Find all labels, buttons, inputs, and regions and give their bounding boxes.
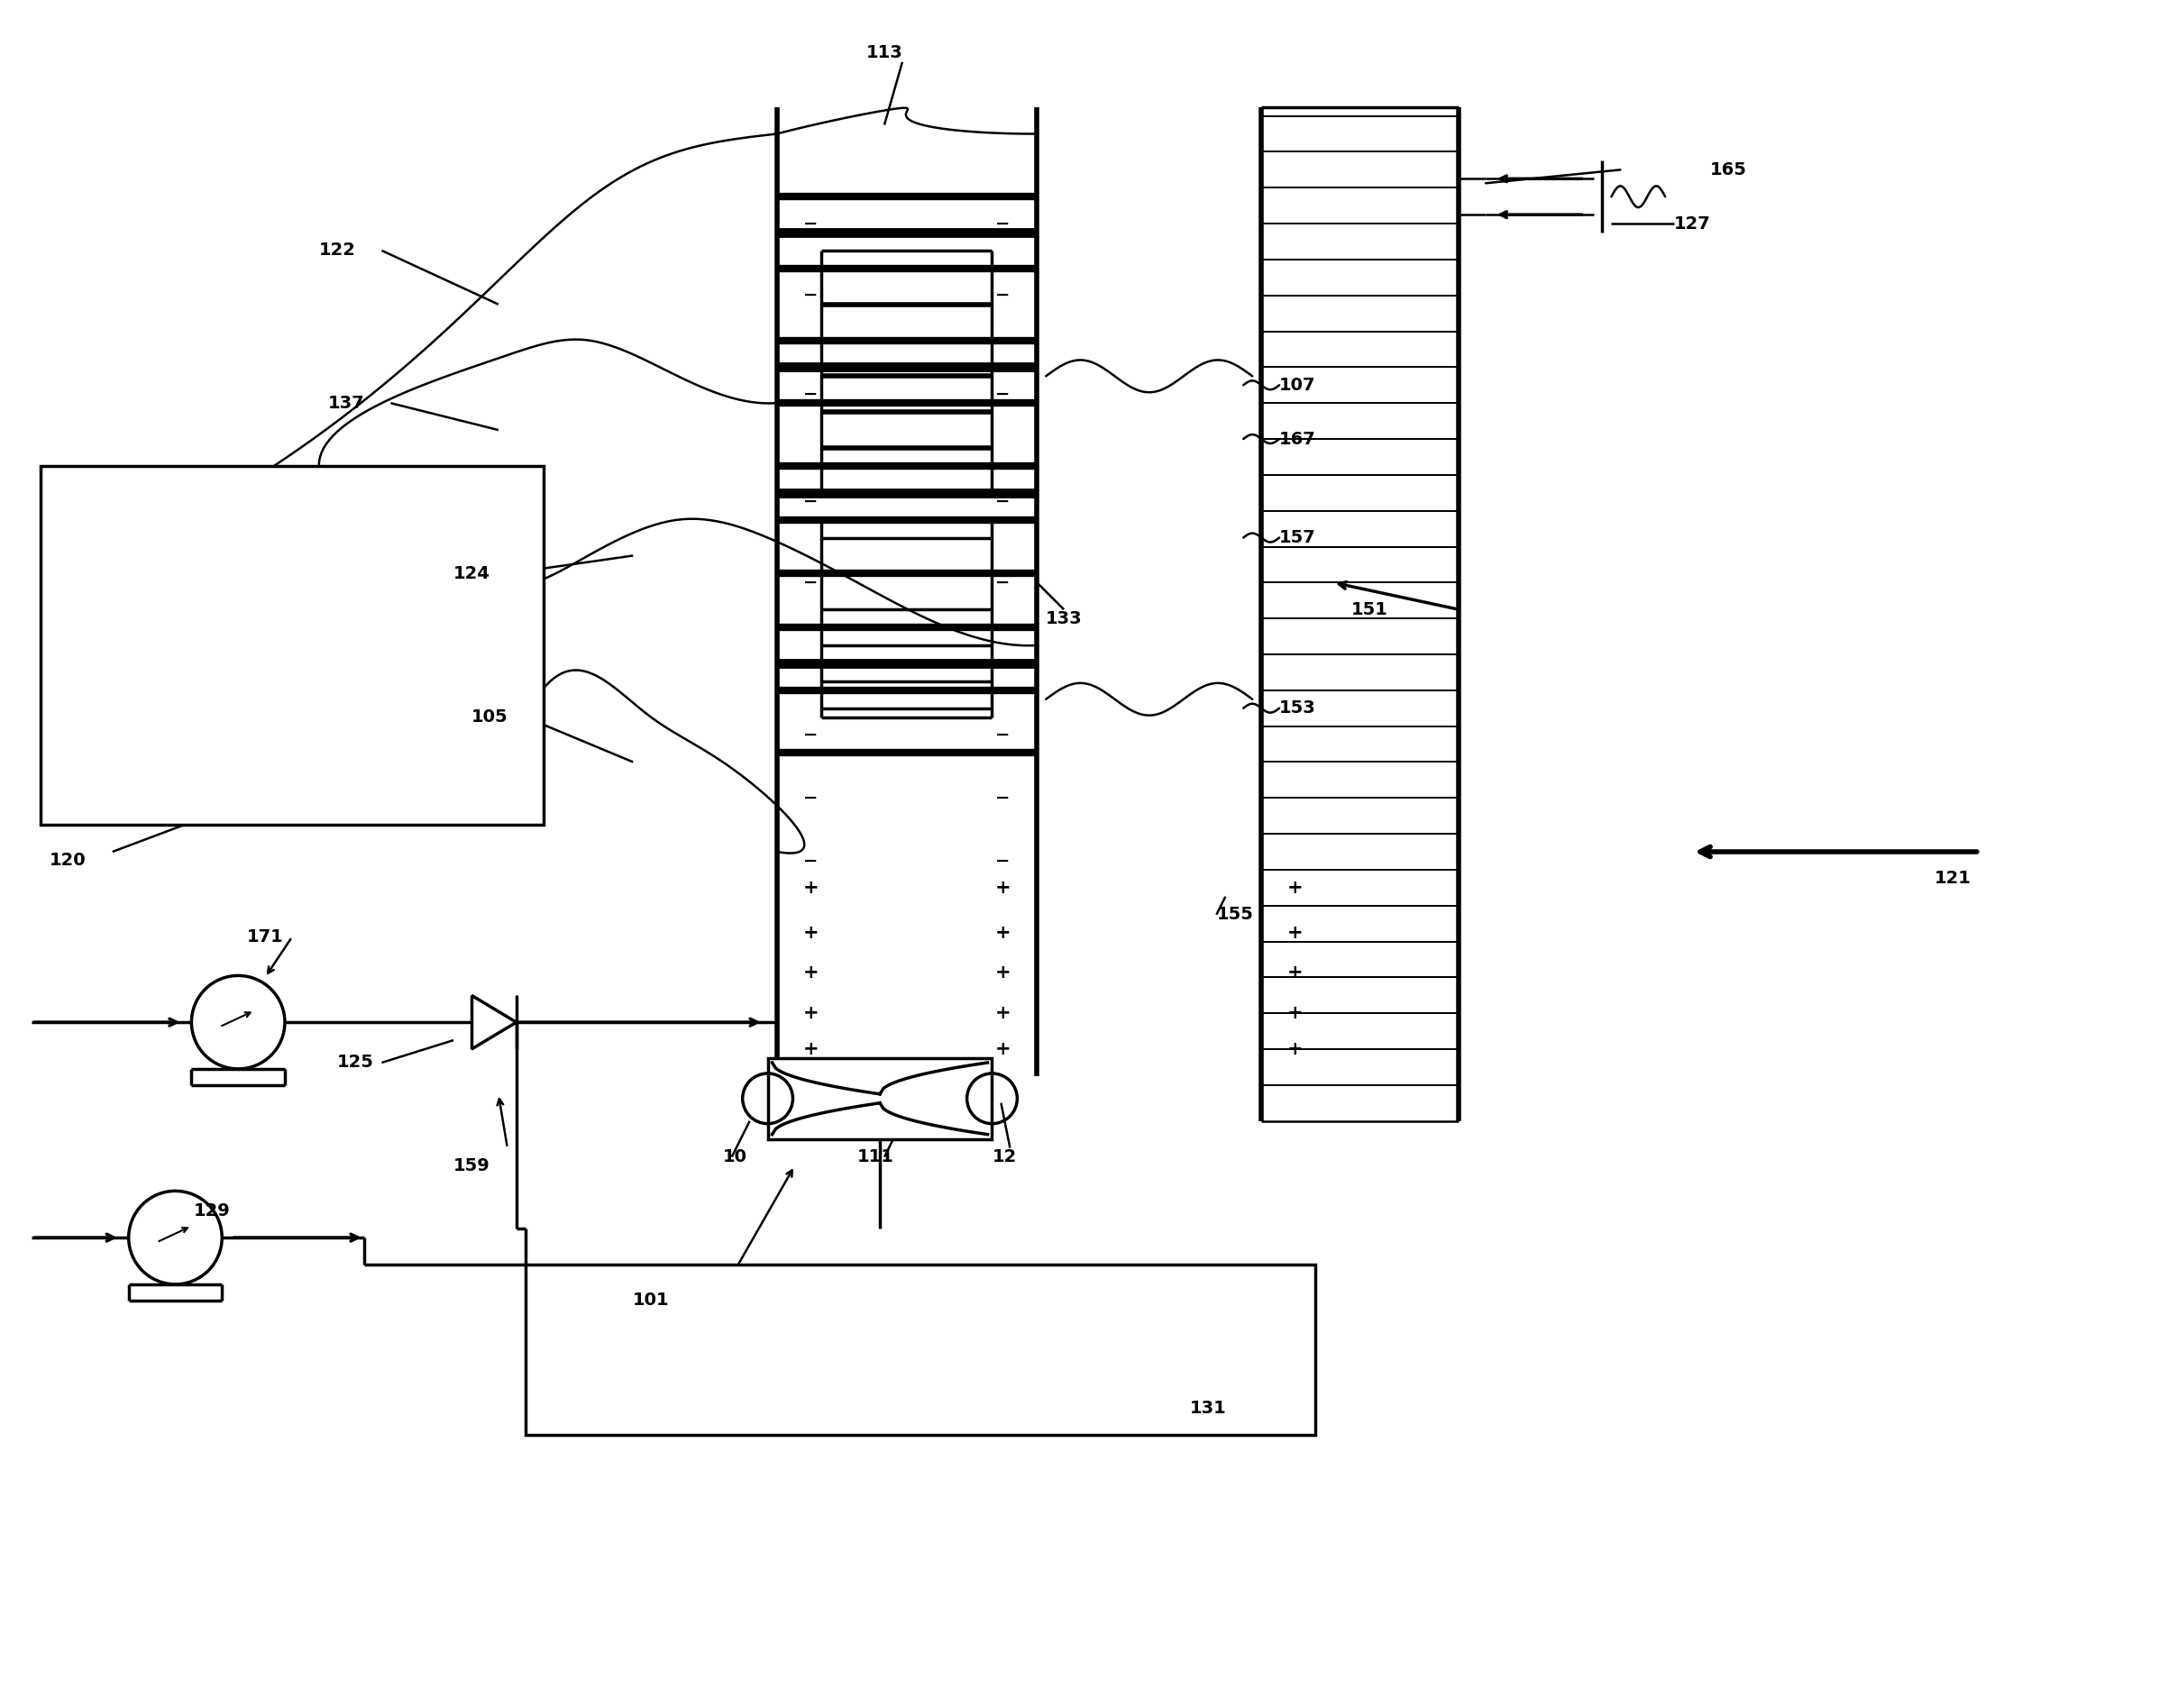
Text: 153: 153 [1278, 700, 1316, 717]
Text: −: − [804, 574, 819, 591]
Bar [525, 1264, 1316, 1435]
Text: +: + [995, 878, 1011, 897]
Text: −: − [804, 386, 819, 403]
Text: −: − [804, 215, 819, 232]
Text: −: − [995, 654, 1011, 671]
Text: 122: 122 [318, 243, 355, 260]
Text: −: − [804, 287, 819, 304]
Text: 120: 120 [50, 852, 87, 869]
Text: 125: 125 [338, 1054, 375, 1071]
Text: −: − [804, 789, 819, 806]
Text: +: + [995, 1004, 1011, 1023]
Text: +: + [804, 924, 819, 941]
Text: +: + [804, 878, 819, 897]
Text: (CREATES ELECTRICAL: (CREATES ELECTRICAL [192, 637, 392, 654]
Text: +: + [804, 1004, 819, 1023]
Text: 101: 101 [634, 1291, 669, 1308]
Text: 167: 167 [1278, 430, 1316, 447]
Text: 10: 10 [723, 1148, 747, 1165]
Text: −: − [995, 287, 1011, 304]
Text: 165: 165 [1710, 161, 1747, 178]
Text: 107: 107 [1278, 376, 1316, 395]
Text: −: − [804, 494, 819, 511]
Text: 124: 124 [453, 565, 490, 582]
Text: 131: 131 [1189, 1399, 1226, 1416]
Text: 12: 12 [991, 1148, 1017, 1165]
Text: DC CURRENT GENERATOR: DC CURRENT GENERATOR [176, 565, 407, 582]
Text: 127: 127 [1675, 215, 1712, 232]
Text: +: + [804, 963, 819, 982]
Text: +: + [1287, 1040, 1302, 1059]
Text: +: + [804, 1040, 819, 1059]
Bar [767, 1059, 991, 1139]
Text: −: − [995, 386, 1011, 403]
Text: POTENTIAL): POTENTIAL) [237, 709, 346, 726]
Text: −: − [995, 852, 1011, 869]
Text: −: − [804, 852, 819, 869]
Text: +: + [995, 963, 1011, 982]
Text: −: − [995, 789, 1011, 806]
Text: +: + [1287, 1004, 1302, 1023]
Text: +: + [1287, 963, 1302, 982]
Text: +: + [1287, 878, 1302, 897]
Text: +: + [995, 1040, 1011, 1059]
Text: 133: 133 [1045, 610, 1082, 627]
Text: 111: 111 [858, 1148, 895, 1165]
Text: 157: 157 [1278, 529, 1316, 547]
Text: +: + [1287, 924, 1302, 941]
Text: −: − [995, 726, 1011, 743]
Text: −: − [804, 726, 819, 743]
Text: −: − [995, 215, 1011, 232]
Text: 113: 113 [867, 44, 904, 61]
FancyBboxPatch shape [41, 466, 542, 825]
Text: +: + [995, 924, 1011, 941]
Text: 159: 159 [453, 1158, 490, 1175]
Text: 129: 129 [194, 1202, 231, 1220]
Text: 137: 137 [329, 395, 364, 412]
Text: 171: 171 [246, 929, 283, 946]
Text: 155: 155 [1218, 905, 1252, 922]
Text: −: − [995, 574, 1011, 591]
Text: 121: 121 [1934, 869, 1971, 886]
Text: −: − [804, 654, 819, 671]
Text: 105: 105 [470, 709, 507, 726]
Text: 151: 151 [1350, 601, 1387, 618]
Text: −: − [995, 494, 1011, 511]
